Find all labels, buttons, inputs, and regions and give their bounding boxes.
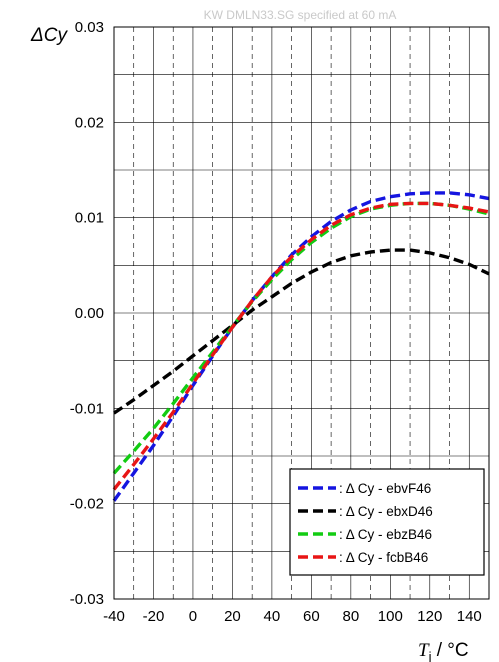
legend: : Δ Cy - ebvF46 : Δ Cy - ebxD46 : Δ Cy - e… xyxy=(289,468,485,576)
y-tick-label: 0.01 xyxy=(75,210,104,227)
x-axis-label-var: T xyxy=(418,640,430,661)
series-line xyxy=(112,201,490,491)
x-tick-label: 40 xyxy=(264,608,281,625)
x-tick-labels: -40 -20 0 20 40 60 80 100 120 140 xyxy=(103,608,482,625)
plot-frame xyxy=(113,26,490,600)
series-line xyxy=(112,191,490,502)
y-axis-label: ΔCy xyxy=(30,25,68,46)
series-line xyxy=(113,248,490,415)
legend-label: : Δ Cy - fcbB46 xyxy=(339,550,428,565)
y-tick-label: -0.01 xyxy=(70,400,104,417)
x-tick-label: -20 xyxy=(143,608,165,625)
x-tick-label: 80 xyxy=(342,608,359,625)
x-tick-label: 20 xyxy=(224,608,241,625)
x-tick-label: 60 xyxy=(303,608,320,625)
chart-title: KW DMLN33.SG specified at 60 mA xyxy=(204,8,397,22)
grid xyxy=(114,27,489,599)
x-axis-label-sub: j xyxy=(428,649,432,662)
y-tick-label: 0.00 xyxy=(75,305,104,322)
y-tick-label: -0.02 xyxy=(70,496,104,513)
x-axis-label-unit: / °C xyxy=(431,640,468,661)
legend-label: : Δ Cy - ebvF46 xyxy=(339,481,431,496)
y-tick-labels: -0.03 -0.02 -0.01 0.00 0.01 0.02 0.03 xyxy=(70,19,104,608)
x-axis-label: Tj / °C xyxy=(418,640,469,662)
x-tick-label: 100 xyxy=(378,608,403,625)
plot-lines xyxy=(112,191,490,502)
y-tick-label: 0.02 xyxy=(75,114,104,131)
legend-label: : Δ Cy - ebzB46 xyxy=(339,527,432,542)
legend-label: : Δ Cy - ebxD46 xyxy=(339,504,433,519)
x-tick-label: 120 xyxy=(417,608,442,625)
x-tick-label: 0 xyxy=(189,608,197,625)
x-tick-label: 140 xyxy=(457,608,482,625)
x-tick-label: -40 xyxy=(103,608,125,625)
y-tick-label: 0.03 xyxy=(75,19,104,36)
y-tick-label: -0.03 xyxy=(70,591,104,608)
